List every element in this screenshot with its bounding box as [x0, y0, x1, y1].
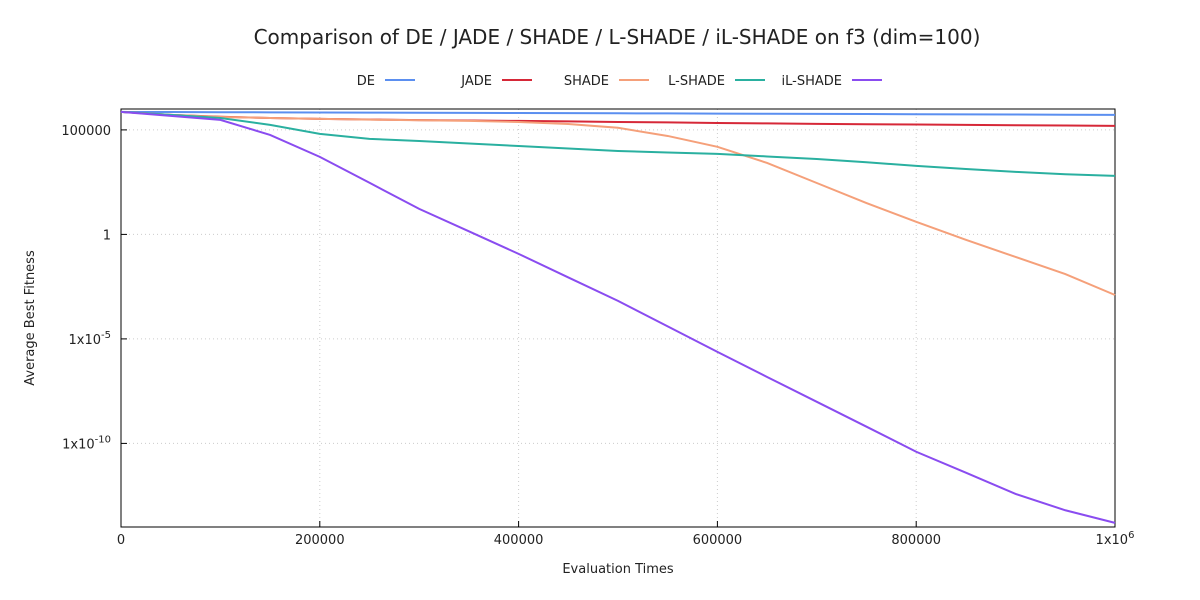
series-line [120, 110, 1116, 177]
y-tick-label: 100000 [61, 124, 111, 139]
y-tick-label-base: 1x10 [69, 333, 102, 348]
x-tick-label: 200000 [295, 533, 345, 548]
y-axis-label: Average Best Fitness [23, 250, 38, 386]
legend-label: SHADE [564, 74, 609, 89]
legend-label: L-SHADE [668, 74, 725, 89]
chart-title: Comparison of DE / JADE / SHADE / L-SHAD… [254, 25, 981, 49]
y-tick-label: 1x10-10 [62, 434, 111, 452]
x-tick-label: 800000 [891, 533, 941, 548]
y-tick-label: 1 [103, 228, 111, 243]
x-tick-label-exponent: 6 [1128, 530, 1134, 541]
legend-label: iL-SHADE [782, 74, 842, 89]
x-tick-label-base: 1x10 [1096, 533, 1129, 548]
y-tick-label-exponent: -10 [95, 434, 111, 445]
y-tick-label-exponent: -5 [101, 330, 111, 341]
legend-label: DE [357, 74, 375, 89]
y-tick-label: 1x10-5 [69, 330, 112, 348]
series-line [120, 110, 1116, 296]
x-tick-label: 1x106 [1096, 530, 1135, 548]
x-tick-label: 0 [117, 533, 125, 548]
y-tick-label-base: 1x10 [62, 437, 95, 452]
series-line [120, 110, 1116, 116]
plot-frame [120, 108, 1116, 528]
series-line [120, 110, 1116, 524]
x-tick-label: 600000 [693, 533, 743, 548]
x-tick-label: 400000 [494, 533, 544, 548]
x-axis-label: Evaluation Times [562, 562, 674, 577]
legend-label: JADE [460, 74, 492, 89]
